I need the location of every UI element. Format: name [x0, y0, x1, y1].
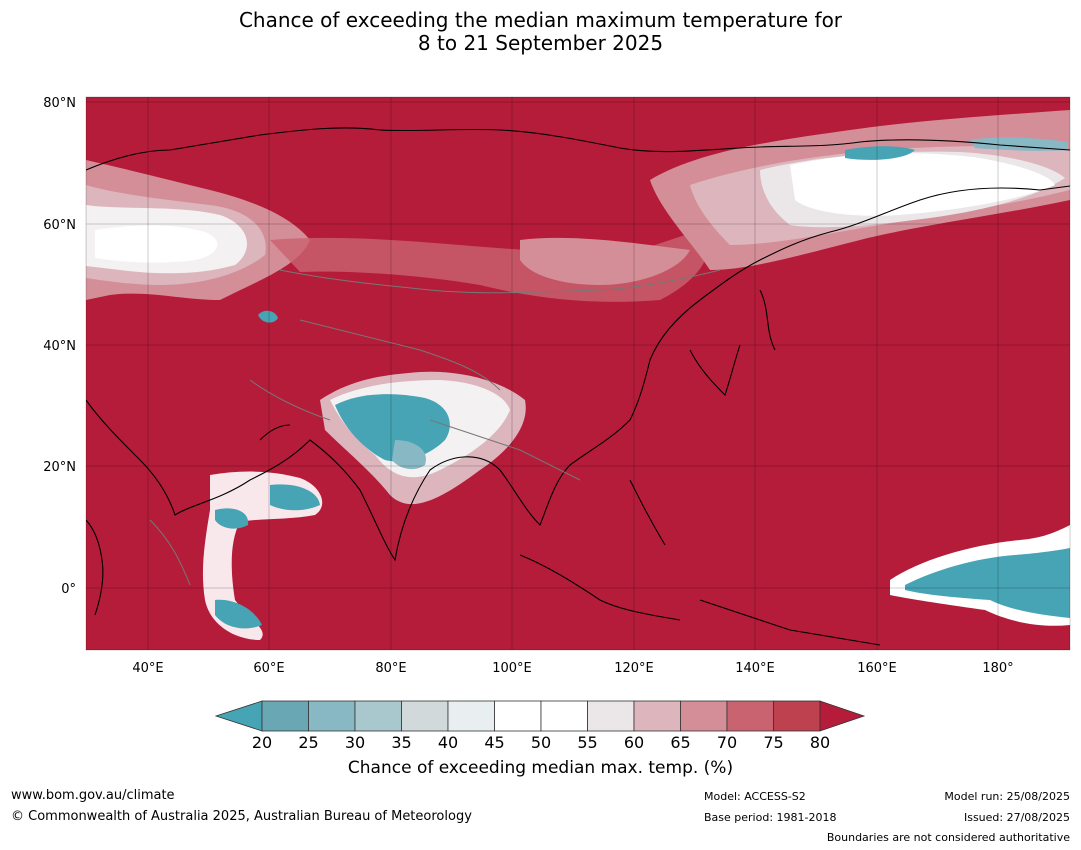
lat-label-0: 0°	[61, 582, 76, 597]
colorbar-bin	[447, 700, 495, 732]
colorbar-bin	[726, 700, 774, 732]
footer-base-period: Base period: 1981-2018	[704, 811, 837, 824]
lon-label-160e: 160°E	[857, 661, 897, 676]
lat-label-60n: 60°N	[43, 218, 76, 233]
small-anomaly-patch	[258, 310, 278, 323]
lon-label-80e: 80°E	[375, 661, 406, 676]
colorbar-tick-label: 45	[484, 733, 505, 752]
east-siberia-anomaly	[650, 110, 1070, 270]
colorbar-tick-label: 55	[577, 733, 598, 752]
colorbar-tick-label: 30	[344, 733, 366, 752]
colorbar-tick-label: 65	[670, 733, 691, 752]
colorbar-tick-label: 80	[809, 733, 831, 752]
colorbar-tick-label: 50	[530, 733, 552, 752]
colorbar-tick-label: 70	[716, 733, 738, 752]
west-siberia-anomaly	[86, 160, 310, 300]
chart-title-line1: Chance of exceeding the median maximum t…	[238, 8, 843, 32]
colorbar-low-extension	[214, 700, 263, 732]
colorbar-bin	[308, 700, 356, 732]
colorbar-bin	[773, 700, 821, 732]
lon-label-40e: 40°E	[132, 661, 163, 676]
lat-label-80n: 80°N	[43, 96, 76, 111]
colorbar-tick-label: 40	[437, 733, 459, 752]
colorbar-bin	[354, 700, 402, 732]
country-borders	[149, 269, 721, 586]
footer-issued: Issued: 27/08/2025	[963, 811, 1070, 824]
graticule	[86, 97, 1070, 650]
colorbar-tick-label: 25	[298, 733, 319, 752]
probability-shading	[86, 110, 1070, 640]
footer-copyright: © Commonwealth of Australia 2025, Austra…	[11, 809, 472, 824]
colorbar-tick-label: 35	[391, 733, 412, 752]
lat-label-20n: 20°N	[43, 460, 76, 475]
footer-model-run: Model run: 25/08/2025	[944, 790, 1070, 803]
colorbar-tick-label: 75	[763, 733, 784, 752]
colorbar	[214, 700, 866, 732]
lon-label-120e: 120°E	[614, 661, 654, 676]
lon-label-140e: 140°E	[735, 661, 775, 676]
coastlines	[86, 127, 1070, 646]
south-asia-anomaly	[320, 371, 526, 505]
colorbar-high-extension	[819, 700, 866, 732]
colorbar-bin	[261, 700, 309, 732]
lon-label-100e: 100°E	[492, 661, 532, 676]
chart-title-line2: 8 to 21 September 2025	[417, 31, 664, 55]
footer-boundaries-note: Boundaries are not considered authoritat…	[826, 831, 1070, 844]
footer-url[interactable]: www.bom.gov.au/climate	[11, 788, 175, 803]
pacific-anomaly	[890, 525, 1070, 626]
colorbar-bin	[494, 700, 542, 732]
colorbar-tick-label: 60	[623, 733, 645, 752]
lon-label-60e: 60°E	[253, 661, 284, 676]
colorbar-bin	[587, 700, 635, 732]
arabian-sea-anomaly	[202, 471, 323, 640]
lon-label-180: 180°	[982, 661, 1013, 676]
lat-label-40n: 40°N	[43, 339, 76, 354]
colorbar-bin	[633, 700, 681, 732]
footer-model: Model: ACCESS-S2	[704, 790, 806, 803]
colorbar-bin	[401, 700, 449, 732]
colorbar-label: Chance of exceeding median max. temp. (%…	[347, 758, 734, 778]
colorbar-bin	[680, 700, 728, 732]
colorbar-tick-label: 20	[251, 733, 273, 752]
colorbar-bin	[540, 700, 588, 732]
